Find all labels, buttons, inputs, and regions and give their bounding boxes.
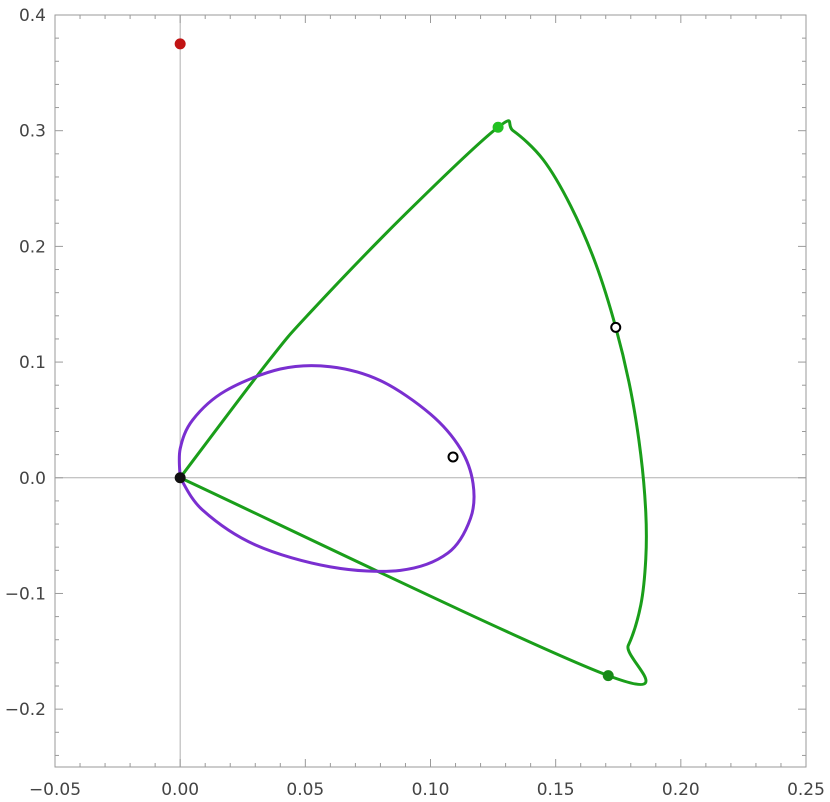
data-point-marker <box>610 321 622 333</box>
data-point-marker <box>602 670 614 682</box>
tick-labels-layer: −0.05 0.00 0.05 0.10 0.15 0.20 0.25 −0.2 −0.1 0.0… <box>5 6 825 800</box>
y-tick-label: 0.0 <box>19 469 46 489</box>
x-tick-label: 0.05 <box>286 780 324 800</box>
x-tick-label: 0.10 <box>412 780 450 800</box>
y-tick-label: 0.4 <box>19 6 46 26</box>
data-point-marker <box>174 472 186 484</box>
data-point-marker <box>174 38 186 50</box>
data-point-marker <box>492 121 504 133</box>
y-tick-label: 0.2 <box>19 237 46 257</box>
x-tick-label: 0.00 <box>161 780 199 800</box>
ticks-layer <box>54 14 807 767</box>
series-curve-2 <box>177 364 476 573</box>
series-layer <box>177 119 648 686</box>
markers-layer <box>174 38 622 682</box>
y-tick-label: −0.1 <box>5 584 46 604</box>
x-tick-label: 0.15 <box>537 780 575 800</box>
series-curve-1 <box>178 119 648 686</box>
x-tick-label: −0.05 <box>29 780 81 800</box>
y-tick-label: 0.3 <box>19 122 46 142</box>
y-tick-label: 0.1 <box>19 353 46 373</box>
x-tick-label: 0.25 <box>787 780 825 800</box>
x-tick-label: 0.20 <box>662 780 700 800</box>
y-tick-label: −0.2 <box>5 700 46 720</box>
data-point-marker <box>447 451 459 463</box>
